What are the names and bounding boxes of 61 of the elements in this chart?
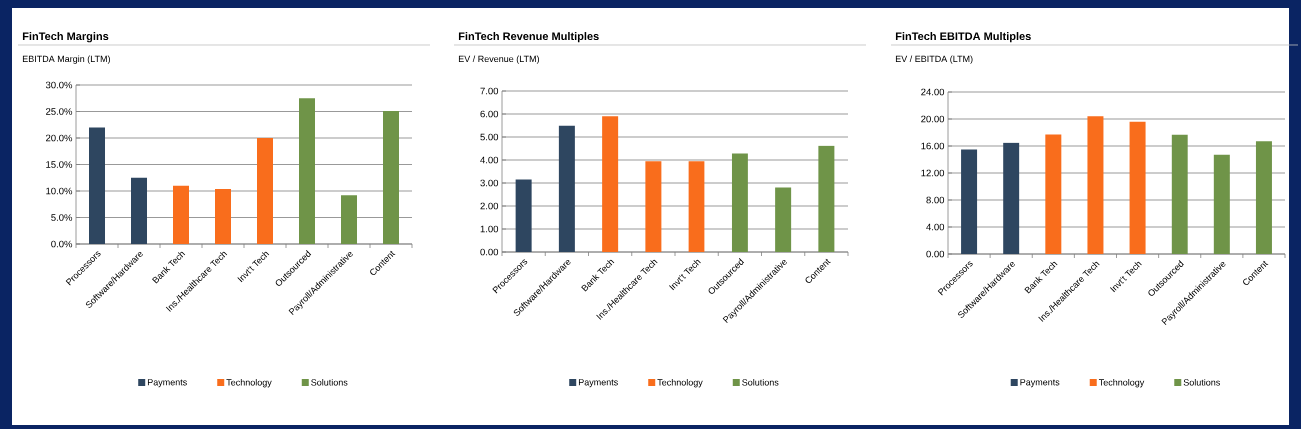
y-tick-label: 3.00 <box>480 179 499 187</box>
legend-label: Solutions <box>1183 378 1220 386</box>
chart-title: FinTech EBITDA Multiples <box>895 32 1031 43</box>
legend-label: Technology <box>657 378 703 388</box>
y-tick-label: 4.00 <box>480 156 499 164</box>
y-tick-label: 30.0% <box>45 81 73 89</box>
chart-subtitle: EV / EBITDA (LTM) <box>895 55 973 64</box>
y-tick-label: 5.00 <box>480 133 499 141</box>
legend-label: Technology <box>226 378 272 388</box>
bar <box>818 145 835 252</box>
bar <box>645 161 662 252</box>
y-tick-label: 1.00 <box>480 225 499 233</box>
bar <box>1171 134 1188 254</box>
chart-title: FinTech Revenue Multiples <box>458 32 599 43</box>
bar <box>602 116 619 252</box>
y-tick-label: 8.00 <box>926 196 945 204</box>
bar <box>173 185 189 244</box>
legend-label: Solutions <box>311 378 348 386</box>
y-tick-label: 0.0% <box>51 240 73 248</box>
chart-subtitle: EV / Revenue (LTM) <box>458 55 540 64</box>
bar <box>775 187 792 252</box>
chart-subtitle: EBITDA Margin (LTM) <box>22 55 110 64</box>
bar <box>89 127 105 244</box>
bar <box>341 195 357 244</box>
bar <box>1129 121 1146 254</box>
y-tick-label: 20.0% <box>46 134 73 142</box>
bar <box>1087 116 1104 254</box>
bar <box>731 153 748 252</box>
legend-label: Solutions <box>742 378 779 386</box>
bar <box>299 98 315 244</box>
chart-title: FinTech Margins <box>22 32 109 43</box>
y-tick-label: 10.0% <box>46 187 73 195</box>
y-tick-label: 7.00 <box>480 87 499 95</box>
y-tick-label: 15.0% <box>46 161 73 168</box>
y-tick-label: 25.0% <box>46 108 73 115</box>
legend-label: Technology <box>1098 378 1145 388</box>
y-tick-label: 2.00 <box>480 202 499 210</box>
bar <box>215 188 231 244</box>
y-tick-label: 24.00 <box>921 88 945 96</box>
bar <box>961 149 978 254</box>
y-tick-label: 4.00 <box>926 223 945 231</box>
y-tick-label: 20.00 <box>921 115 945 123</box>
bar <box>1255 141 1272 254</box>
y-tick-label: 0.00 <box>480 248 499 256</box>
y-tick-label: 0.00 <box>926 250 945 258</box>
y-tick-label: 6.00 <box>480 110 499 118</box>
bar <box>558 125 575 252</box>
bar <box>688 161 705 252</box>
bar <box>515 179 532 252</box>
bar <box>131 177 148 244</box>
legend-label: Payments <box>147 379 187 388</box>
y-tick-label: 5.0% <box>51 214 73 221</box>
bar <box>1045 134 1062 254</box>
legend-label: Payments <box>578 379 618 388</box>
y-tick-label: 16.00 <box>921 142 945 150</box>
y-tick-label: 12.00 <box>921 169 945 177</box>
bar <box>1213 154 1230 254</box>
legend-label: Payments <box>1020 379 1060 388</box>
bar <box>383 110 399 244</box>
bar <box>257 138 273 244</box>
bar <box>1003 142 1020 254</box>
